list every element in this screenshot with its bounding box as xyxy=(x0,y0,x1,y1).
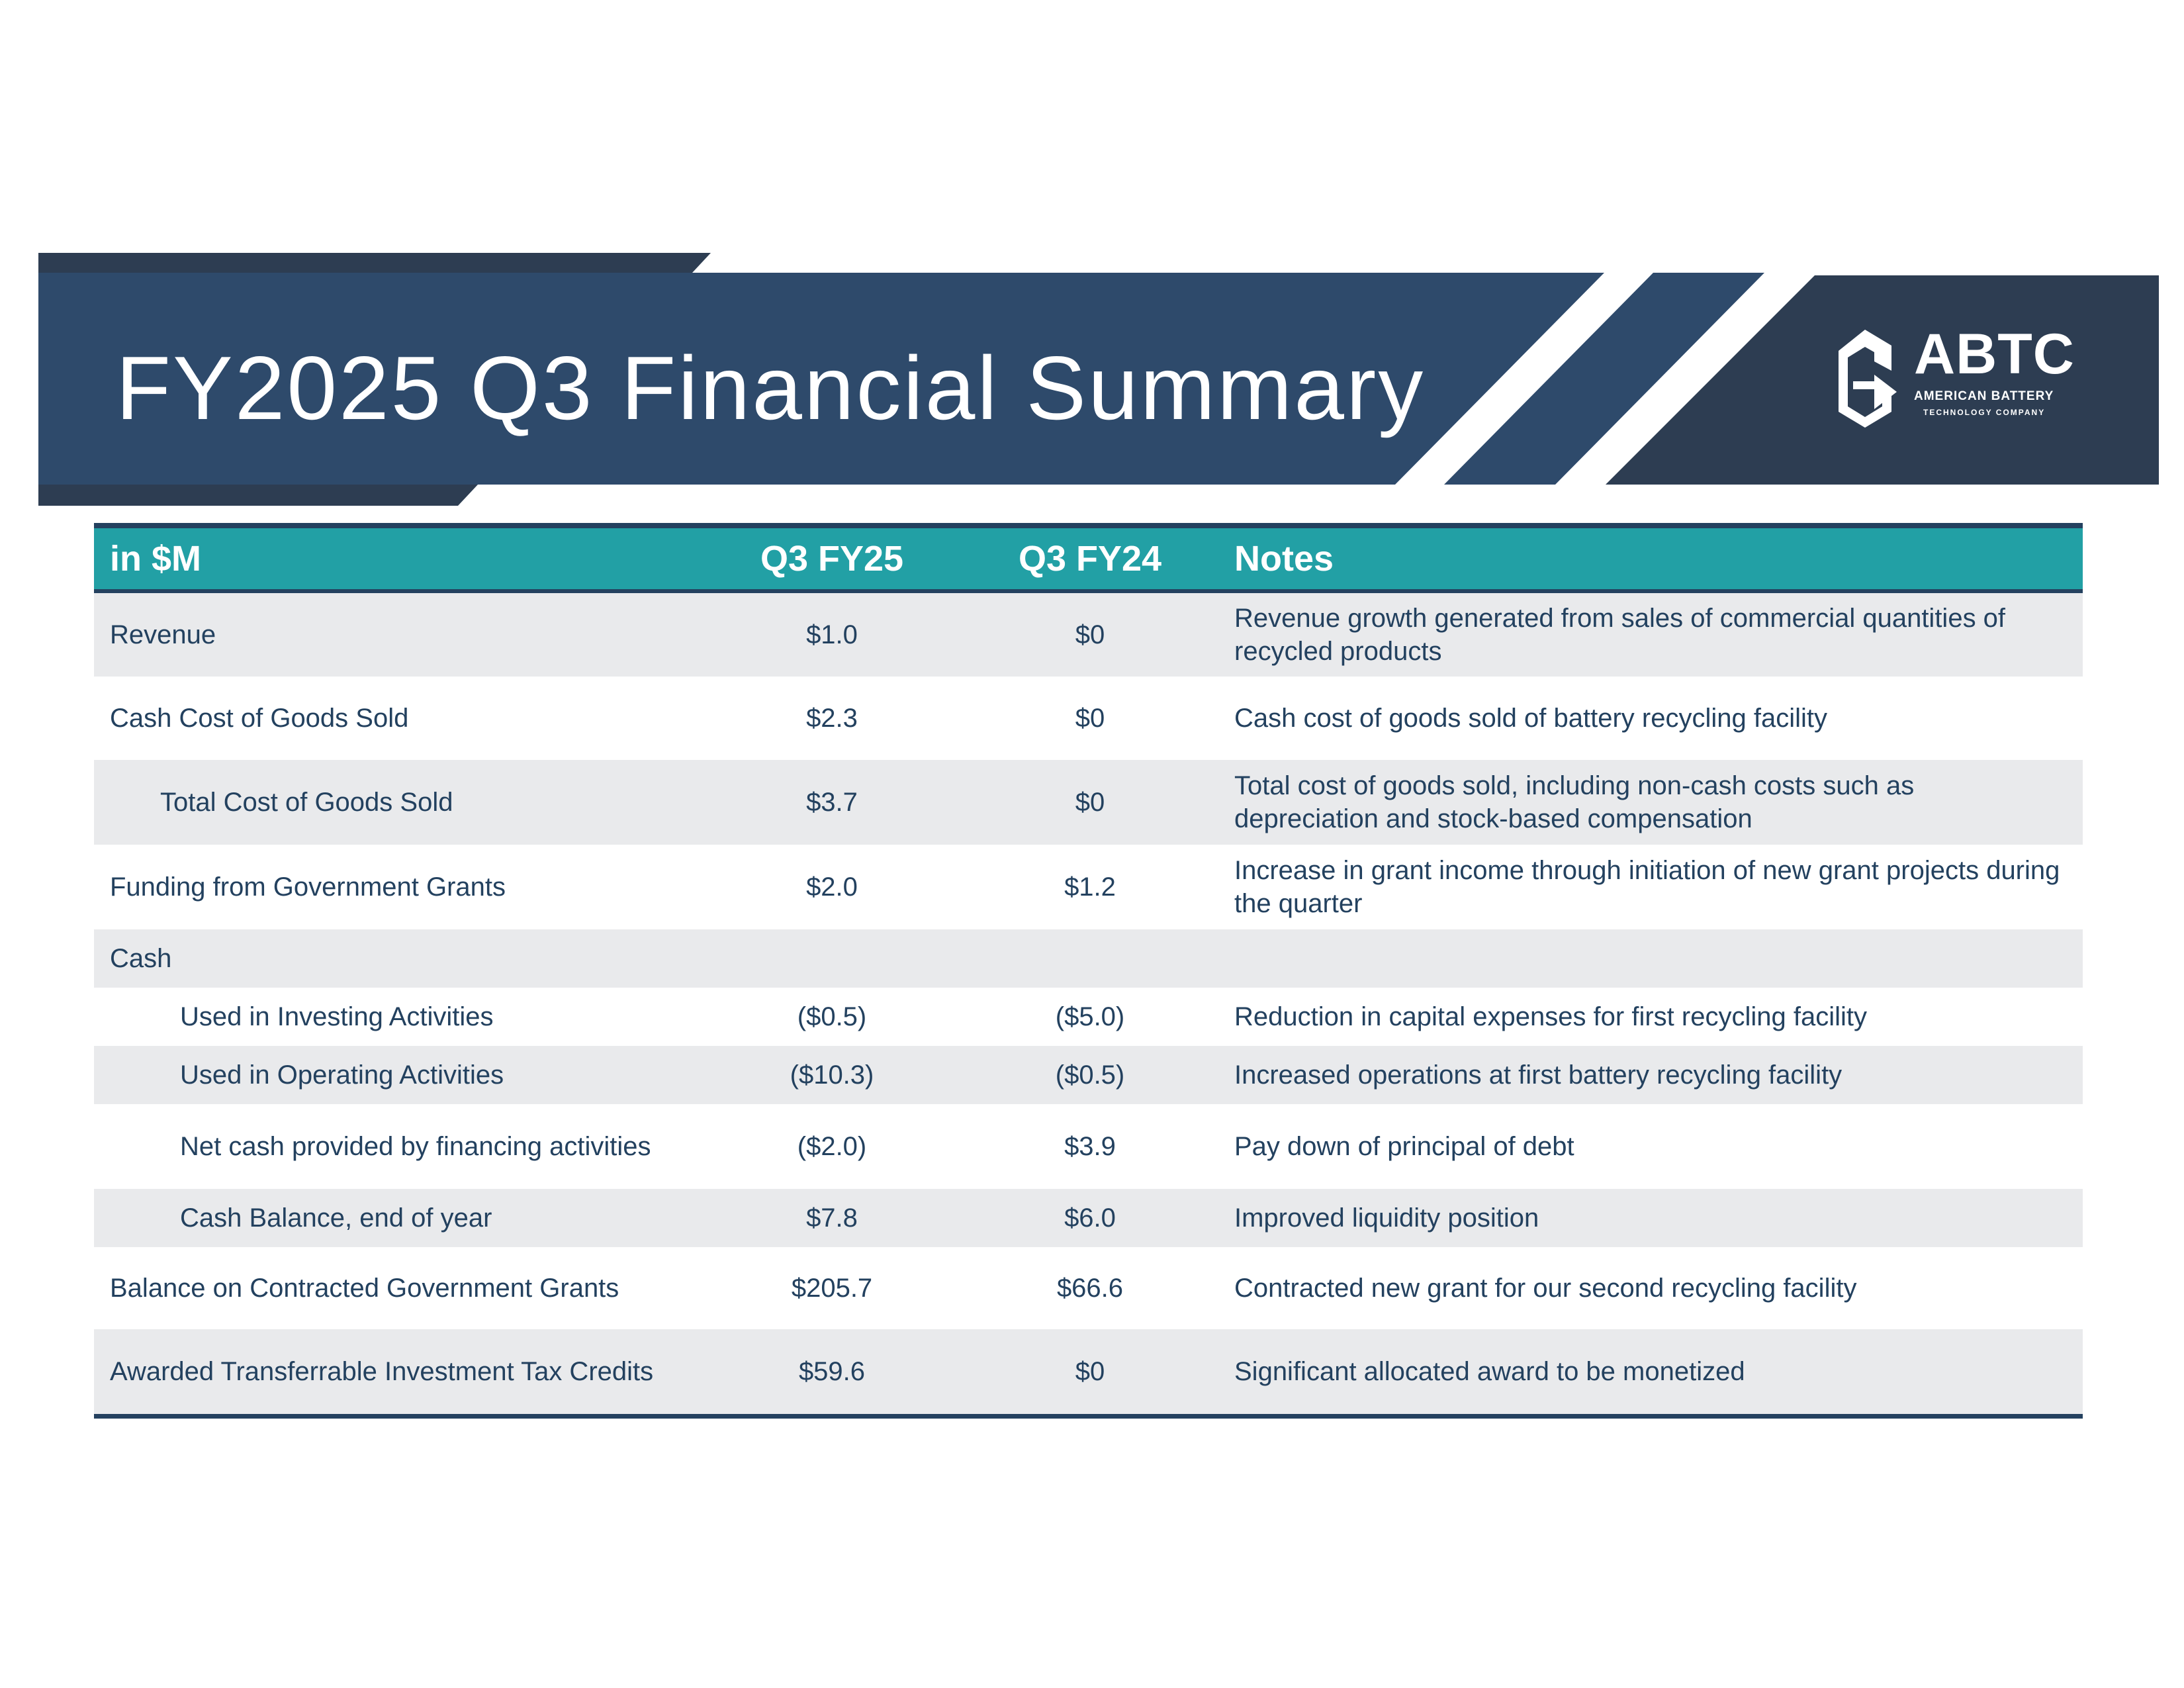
cell-q3fy25: $1.0 xyxy=(806,620,858,649)
table-row: Net cash provided by financing activitie… xyxy=(94,1104,2083,1189)
row-label: Cash Cost of Goods Sold xyxy=(110,704,409,733)
cell-notes: Contracted new grant for our second recy… xyxy=(1234,1274,1857,1303)
row-label: Used in Investing Activities xyxy=(180,1002,494,1031)
company-logo: ABTC AMERICAN BATTERY TECHNOLOGY COMPANY xyxy=(1833,326,2085,438)
cell-q3fy25: ($2.0) xyxy=(797,1132,867,1161)
page-title: FY2025 Q3 Financial Summary xyxy=(116,338,1426,438)
row-label: Net cash provided by financing activitie… xyxy=(180,1132,651,1161)
table-row: Used in Investing Activities ($0.5) ($5.… xyxy=(94,988,2083,1046)
logo-wordmark: ABTC xyxy=(1914,322,2075,386)
row-label: Awarded Transferrable Investment Tax Cre… xyxy=(110,1357,654,1386)
column-header-q3fy24: Q3 FY24 xyxy=(1018,539,1162,579)
logo-tagline-2: TECHNOLOGY COMPANY xyxy=(1923,408,2046,417)
table-row: Funding from Government Grants $2.0 $1.2… xyxy=(94,845,2083,929)
table-row: Revenue $1.0 $0 Revenue growth generated… xyxy=(94,593,2083,677)
cell-q3fy24: $0 xyxy=(1075,620,1105,649)
cell-q3fy25: ($10.3) xyxy=(790,1060,874,1090)
table-row: Used in Operating Activities ($10.3) ($0… xyxy=(94,1046,2083,1104)
cell-notes: Cash cost of goods sold of battery recyc… xyxy=(1234,704,1827,733)
table-row: Total Cost of Goods Sold $3.7 $0 Total c… xyxy=(94,760,2083,845)
banner-main xyxy=(38,273,1604,485)
cell-notes: Total cost of goods sold, including non-… xyxy=(1234,771,1915,833)
cell-q3fy24: $0 xyxy=(1075,788,1105,817)
row-label: Total Cost of Goods Sold xyxy=(160,788,453,817)
title-banner xyxy=(38,253,2159,506)
cell-notes: Revenue growth generated from sales of c… xyxy=(1234,604,2006,666)
table-row: Awarded Transferrable Investment Tax Cre… xyxy=(94,1329,2083,1414)
banner-logo-panel xyxy=(1606,275,2159,485)
row-label: Balance on Contracted Government Grants xyxy=(110,1274,619,1303)
cell-notes: Increase in grant income through initiat… xyxy=(1234,856,2060,918)
cell-q3fy25: $3.7 xyxy=(806,788,858,817)
row-label: Cash xyxy=(110,944,172,973)
cell-q3fy24: ($5.0) xyxy=(1055,1002,1125,1031)
cell-notes: Reduction in capital expenses for first … xyxy=(1234,1002,1867,1031)
cell-notes: Significant allocated award to be moneti… xyxy=(1234,1357,1745,1386)
table-row: Cash Balance, end of year $7.8 $6.0 Impr… xyxy=(94,1189,2083,1247)
column-header-notes: Notes xyxy=(1234,539,1334,579)
banner-bottom-tab xyxy=(38,485,478,506)
cell-q3fy25: $7.8 xyxy=(806,1203,858,1233)
cell-q3fy25: $2.3 xyxy=(806,704,858,733)
cell-q3fy24: $1.2 xyxy=(1064,872,1116,902)
banner-stripe xyxy=(1444,273,1764,485)
cell-q3fy25: $205.7 xyxy=(791,1274,873,1303)
row-label: Cash Balance, end of year xyxy=(180,1203,492,1233)
table-row: Balance on Contracted Government Grants … xyxy=(94,1247,2083,1329)
cell-q3fy25: $59.6 xyxy=(798,1357,866,1386)
column-header-label: in $M xyxy=(110,539,202,579)
cell-q3fy24: $3.9 xyxy=(1064,1132,1116,1161)
banner-top-tab xyxy=(38,253,711,273)
cell-q3fy24: $0 xyxy=(1075,1357,1105,1386)
cell-q3fy25: $2.0 xyxy=(806,872,858,902)
logo-tagline-1: AMERICAN BATTERY xyxy=(1914,389,2054,403)
battery-recycle-icon xyxy=(1839,330,1897,428)
cell-q3fy24: $6.0 xyxy=(1064,1203,1116,1233)
table-row: Cash Cost of Goods Sold $2.3 $0 Cash cos… xyxy=(94,677,2083,760)
cell-notes: Improved liquidity position xyxy=(1234,1203,1539,1233)
cell-notes: Pay down of principal of debt xyxy=(1234,1132,1574,1161)
cell-q3fy24: $66.6 xyxy=(1056,1274,1124,1303)
column-header-q3fy25: Q3 FY25 xyxy=(760,539,904,579)
row-label: Funding from Government Grants xyxy=(110,872,506,902)
row-label: Revenue xyxy=(110,620,216,649)
cell-q3fy25: ($0.5) xyxy=(797,1002,867,1031)
row-label: Used in Operating Activities xyxy=(180,1060,504,1090)
financial-summary-table: in $M Q3 FY25 Q3 FY24 Notes Revenue $1.0… xyxy=(94,523,2083,1419)
table-row-section: Cash xyxy=(94,929,2083,988)
cell-notes: Increased operations at first battery re… xyxy=(1234,1060,1843,1090)
cell-q3fy24: $0 xyxy=(1075,704,1105,733)
cell-q3fy24: ($0.5) xyxy=(1055,1060,1125,1090)
table-header-row: in $M Q3 FY25 Q3 FY24 Notes xyxy=(94,528,2083,593)
